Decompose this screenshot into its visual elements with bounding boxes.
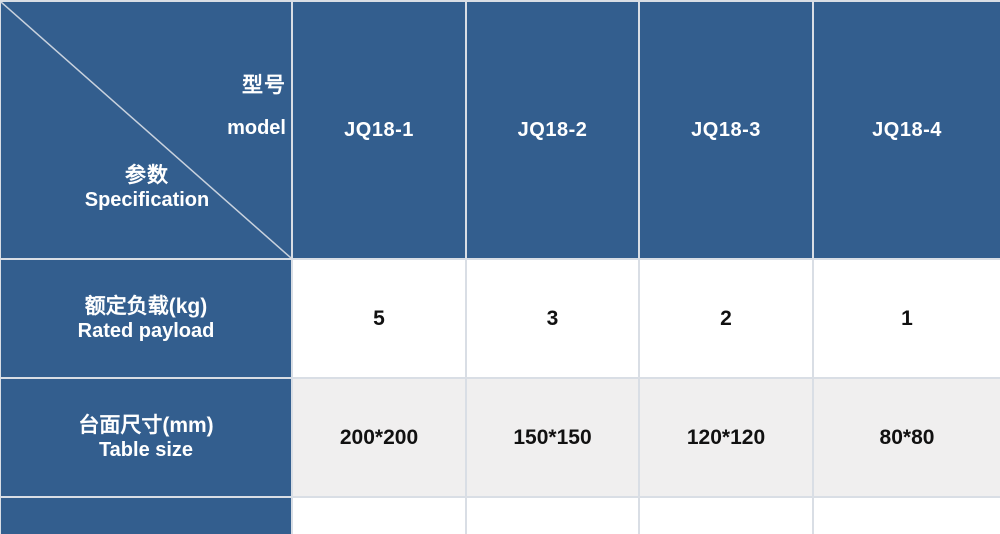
- value-cell: 150*150: [467, 379, 638, 496]
- value-cell: 1: [814, 260, 1000, 377]
- value-cell: 5: [293, 260, 465, 377]
- value-cell: 2: [640, 260, 812, 377]
- row-label-cn: 台面尺寸(mm): [78, 413, 214, 437]
- value-cell-partial: [640, 498, 812, 534]
- corner-param-en: Specification: [84, 189, 210, 211]
- row-label-cn: 额定负载(kg): [84, 294, 208, 318]
- row-label-en: Rated payload: [77, 319, 215, 342]
- value-cell: 120*120: [640, 379, 812, 496]
- corner-model-label: 型号 model: [227, 64, 286, 150]
- corner-param-label: 参数 Specification: [36, 164, 258, 212]
- row-label-rated-payload: 额定负载(kg) Rated payload: [1, 260, 291, 377]
- diagonal-divider-line: [1, 2, 291, 258]
- column-header-jq18-2: JQ18-2: [467, 2, 638, 258]
- value-cell: 200*200: [293, 379, 465, 496]
- value-cell-partial: [293, 498, 465, 534]
- column-header-jq18-3: JQ18-3: [640, 2, 812, 258]
- value-cell: 80*80: [814, 379, 1000, 496]
- row-label-partial: [1, 498, 291, 534]
- row-label-table-size: 台面尺寸(mm) Table size: [1, 379, 291, 496]
- corner-header-cell: 型号 model 参数 Specification: [1, 2, 291, 258]
- corner-model-cn: 型号: [242, 74, 286, 97]
- value-cell: 3: [467, 260, 638, 377]
- value-cell-partial: [467, 498, 638, 534]
- row-label-en: Table size: [98, 438, 194, 461]
- corner-model-en: model: [227, 117, 286, 139]
- column-header-jq18-4: JQ18-4: [814, 2, 1000, 258]
- column-header-jq18-1: JQ18-1: [293, 2, 465, 258]
- corner-param-cn: 参数: [125, 164, 169, 187]
- value-cell-partial: [814, 498, 1000, 534]
